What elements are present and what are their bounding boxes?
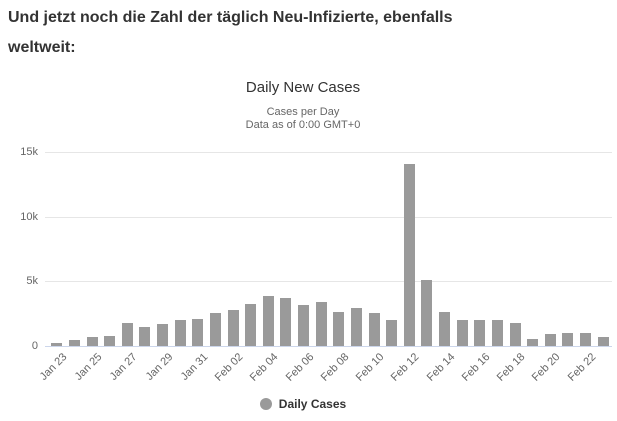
legend-marker-icon: [259, 398, 272, 410]
chart-bar[interactable]: [474, 320, 486, 346]
chart-subtitle-line-1: Cases per Day: [266, 106, 340, 118]
chart-bar[interactable]: [262, 296, 274, 346]
x-axis-line: [45, 346, 612, 347]
y-tick-label: 5k: [26, 275, 38, 287]
chart-bar[interactable]: [439, 312, 451, 346]
legend-item-daily-cases[interactable]: Daily Cases: [0, 397, 606, 411]
y-tick-label: 15k: [20, 146, 38, 158]
chart-bar[interactable]: [227, 310, 239, 346]
chart-subtitle-line-2: Data as of 0:00 GMT+0: [245, 119, 361, 131]
chart-bar[interactable]: [509, 323, 521, 346]
chart-bar[interactable]: [121, 323, 133, 346]
chart-bar[interactable]: [562, 333, 574, 346]
y-gridline: [45, 281, 612, 282]
page-headline: Und jetzt noch die Zahl der täglich Neu-…: [8, 3, 608, 63]
headline-line-1: Und jetzt noch die Zahl der täglich Neu-…: [8, 9, 453, 26]
y-gridline: [45, 217, 612, 218]
chart-bar[interactable]: [104, 336, 116, 346]
chart-bar[interactable]: [421, 280, 433, 346]
y-tick-label: 10k: [20, 211, 38, 223]
y-tick-label: 0: [31, 340, 38, 352]
chart-bar[interactable]: [86, 337, 98, 346]
chart-bar[interactable]: [68, 340, 80, 346]
chart-bar[interactable]: [192, 319, 204, 346]
chart-bar[interactable]: [51, 343, 63, 346]
chart-bar[interactable]: [333, 312, 345, 346]
chart-bar[interactable]: [597, 337, 609, 346]
chart-bar[interactable]: [491, 320, 503, 346]
y-gridline: [45, 152, 612, 153]
chart-bar[interactable]: [298, 305, 310, 346]
headline-line-2: weltweit:: [8, 39, 76, 56]
chart-bar[interactable]: [544, 334, 556, 346]
chart-bar[interactable]: [139, 327, 151, 346]
chart-bar[interactable]: [174, 320, 186, 346]
chart-bar[interactable]: [157, 324, 169, 346]
chart-bar[interactable]: [209, 313, 221, 346]
legend-label: Daily Cases: [278, 397, 347, 411]
chart-bar[interactable]: [315, 302, 327, 346]
chart-bar[interactable]: [527, 339, 539, 346]
chart-bar[interactable]: [350, 308, 362, 346]
chart-bar[interactable]: [403, 164, 415, 346]
chart-bar[interactable]: [386, 320, 398, 346]
chart-bar[interactable]: [456, 320, 468, 346]
chart-bar[interactable]: [368, 313, 380, 346]
chart-bar[interactable]: [580, 333, 592, 346]
chart-title: Daily New Cases: [245, 79, 361, 96]
chart-bar[interactable]: [280, 298, 292, 346]
chart-bar[interactable]: [245, 304, 257, 346]
